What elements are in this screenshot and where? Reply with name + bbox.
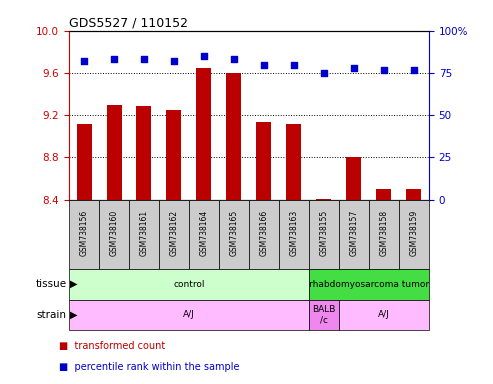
Text: GSM738165: GSM738165 bbox=[229, 210, 239, 256]
Bar bbox=[159, 200, 189, 269]
Point bbox=[320, 70, 328, 76]
Text: GSM738162: GSM738162 bbox=[170, 210, 178, 256]
Point bbox=[110, 56, 118, 63]
Text: ■  percentile rank within the sample: ■ percentile rank within the sample bbox=[59, 362, 240, 372]
Bar bbox=[189, 200, 219, 269]
Point bbox=[260, 61, 268, 68]
Bar bbox=[226, 73, 242, 200]
Bar bbox=[99, 200, 129, 269]
Text: GSM738163: GSM738163 bbox=[289, 210, 298, 256]
Point bbox=[200, 53, 208, 59]
Text: ▶: ▶ bbox=[70, 310, 77, 320]
Bar bbox=[369, 200, 399, 269]
Text: GSM738160: GSM738160 bbox=[109, 210, 118, 256]
Text: GSM738161: GSM738161 bbox=[140, 210, 148, 256]
Text: GSM738166: GSM738166 bbox=[259, 210, 269, 256]
Text: GSM738155: GSM738155 bbox=[319, 210, 328, 256]
Bar bbox=[249, 200, 279, 269]
Text: A/J: A/J bbox=[378, 310, 390, 319]
Point bbox=[410, 66, 418, 73]
Text: tissue: tissue bbox=[35, 279, 67, 289]
Point bbox=[380, 66, 388, 73]
Bar bbox=[137, 106, 151, 200]
Bar bbox=[317, 199, 331, 200]
Bar bbox=[309, 200, 339, 269]
Text: strain: strain bbox=[36, 310, 67, 320]
Point bbox=[230, 56, 238, 63]
Text: GSM738164: GSM738164 bbox=[200, 210, 209, 256]
Bar bbox=[76, 124, 92, 200]
Bar bbox=[309, 300, 339, 330]
Bar bbox=[399, 200, 429, 269]
Bar bbox=[219, 200, 249, 269]
Bar bbox=[69, 200, 99, 269]
Text: GSM738157: GSM738157 bbox=[350, 210, 358, 256]
Point bbox=[140, 56, 148, 63]
Bar bbox=[286, 124, 301, 200]
Point bbox=[350, 65, 358, 71]
Bar bbox=[339, 300, 429, 330]
Bar bbox=[279, 200, 309, 269]
Bar bbox=[377, 189, 391, 200]
Bar bbox=[167, 110, 181, 200]
Point bbox=[290, 61, 298, 68]
Bar bbox=[406, 189, 422, 200]
Bar bbox=[309, 269, 429, 300]
Text: GSM738156: GSM738156 bbox=[79, 210, 89, 256]
Bar bbox=[339, 200, 369, 269]
Text: ▶: ▶ bbox=[70, 279, 77, 289]
Bar bbox=[69, 300, 309, 330]
Bar bbox=[106, 104, 121, 200]
Bar bbox=[197, 68, 211, 200]
Text: A/J: A/J bbox=[183, 310, 195, 319]
Text: BALB
/c: BALB /c bbox=[312, 305, 336, 324]
Text: GSM738158: GSM738158 bbox=[380, 210, 388, 256]
Point bbox=[80, 58, 88, 64]
Text: GSM738159: GSM738159 bbox=[409, 210, 419, 256]
Text: ■  transformed count: ■ transformed count bbox=[59, 341, 166, 351]
Bar bbox=[347, 157, 361, 200]
Bar bbox=[256, 121, 272, 200]
Text: control: control bbox=[173, 280, 205, 289]
Point bbox=[170, 58, 178, 64]
Bar bbox=[129, 200, 159, 269]
Text: rhabdomyosarcoma tumor: rhabdomyosarcoma tumor bbox=[309, 280, 429, 289]
Text: GDS5527 / 110152: GDS5527 / 110152 bbox=[69, 17, 188, 30]
Bar bbox=[69, 269, 309, 300]
